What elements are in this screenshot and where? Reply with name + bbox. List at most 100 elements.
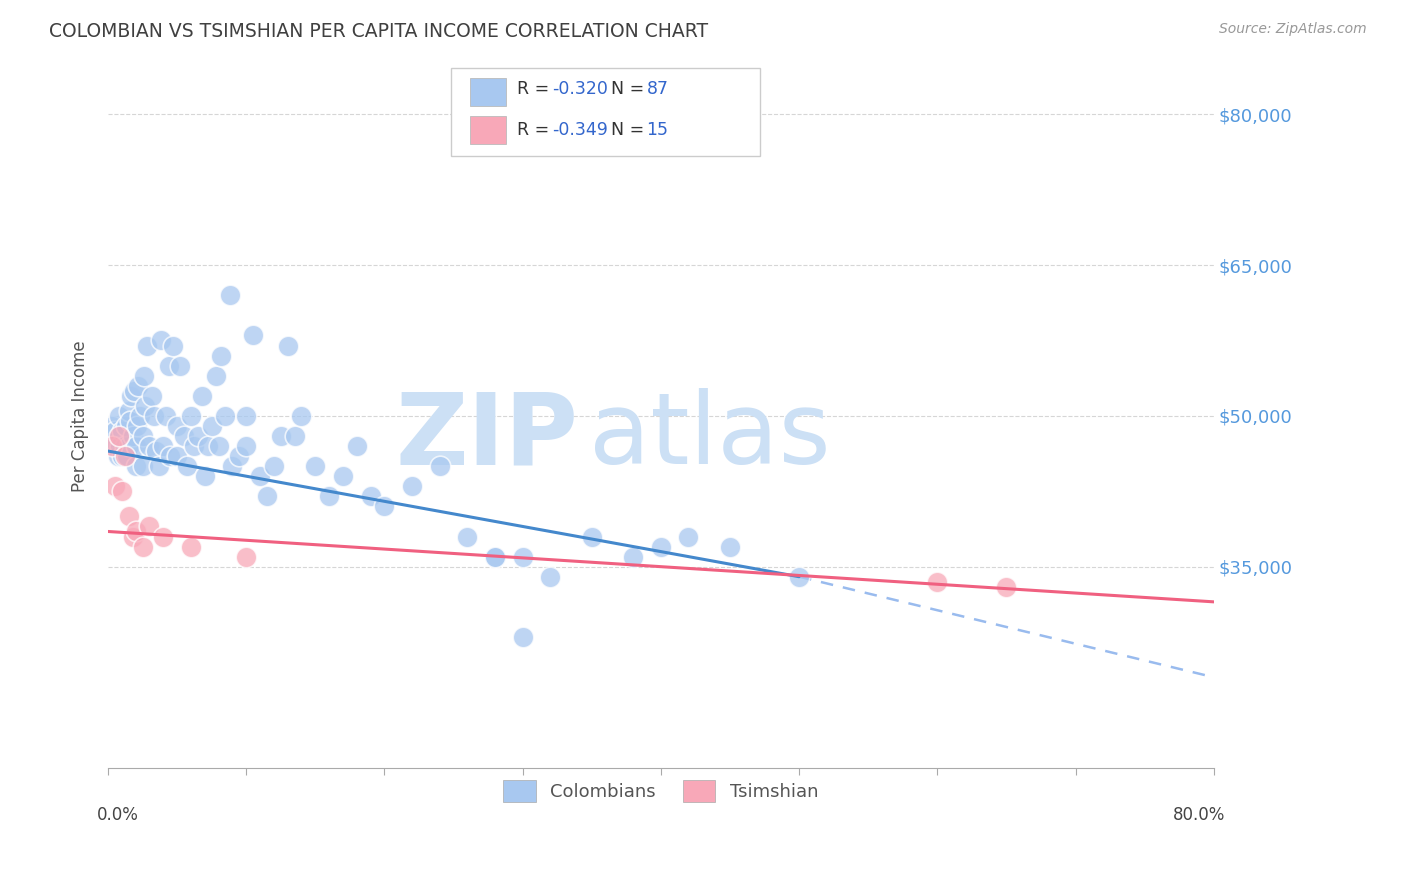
Point	[176, 459, 198, 474]
Text: -0.320: -0.320	[553, 80, 609, 98]
Point	[191, 389, 214, 403]
Point	[249, 469, 271, 483]
Point	[284, 429, 307, 443]
Point	[180, 540, 202, 554]
Point	[304, 459, 326, 474]
Point	[318, 489, 340, 503]
Point	[122, 429, 145, 443]
Point	[104, 424, 127, 438]
Point	[138, 439, 160, 453]
Point	[148, 459, 170, 474]
Point	[235, 409, 257, 423]
Bar	[470, 78, 506, 106]
Point	[277, 338, 299, 352]
Point	[155, 409, 177, 423]
Point	[120, 414, 142, 428]
Point	[111, 484, 134, 499]
Text: 80.0%: 80.0%	[1173, 806, 1225, 824]
Point	[401, 479, 423, 493]
Text: N =: N =	[612, 80, 650, 98]
Point	[197, 439, 219, 453]
Point	[108, 429, 131, 443]
Point	[484, 549, 506, 564]
Point	[127, 378, 149, 392]
Point	[581, 529, 603, 543]
Point	[332, 469, 354, 483]
Point	[124, 459, 146, 474]
Point	[124, 439, 146, 453]
Legend: Colombians, Tsimshian: Colombians, Tsimshian	[495, 772, 827, 812]
Point	[169, 359, 191, 373]
Point	[290, 409, 312, 423]
Point	[512, 630, 534, 644]
Point	[373, 500, 395, 514]
Bar	[470, 116, 506, 144]
Point	[138, 519, 160, 533]
Point	[118, 509, 141, 524]
Point	[142, 409, 165, 423]
Point	[145, 444, 167, 458]
Point	[152, 529, 174, 543]
Point	[173, 429, 195, 443]
Point	[159, 449, 181, 463]
Point	[131, 429, 153, 443]
Point	[121, 389, 143, 403]
Point	[221, 459, 243, 474]
Point	[194, 469, 217, 483]
Point	[157, 359, 180, 373]
Point	[512, 549, 534, 564]
Point	[927, 574, 949, 589]
Point	[256, 489, 278, 503]
Point	[122, 529, 145, 543]
Point	[346, 439, 368, 453]
Point	[125, 419, 148, 434]
Point	[218, 288, 240, 302]
Point	[621, 549, 644, 564]
Point	[131, 540, 153, 554]
Point	[111, 449, 134, 463]
Point	[235, 439, 257, 453]
Point	[235, 549, 257, 564]
Point	[718, 540, 741, 554]
Point	[166, 419, 188, 434]
Text: -0.349: -0.349	[553, 121, 609, 139]
Text: COLOMBIAN VS TSIMSHIAN PER CAPITA INCOME CORRELATION CHART: COLOMBIAN VS TSIMSHIAN PER CAPITA INCOME…	[49, 22, 709, 41]
Text: N =: N =	[612, 121, 650, 139]
Point	[456, 529, 478, 543]
Point	[134, 399, 156, 413]
Point	[201, 419, 224, 434]
Point	[228, 449, 250, 463]
Point	[180, 409, 202, 423]
Point	[429, 459, 451, 474]
Point	[183, 439, 205, 453]
Point	[101, 439, 124, 453]
Text: R =: R =	[517, 80, 555, 98]
Point	[131, 459, 153, 474]
Text: atlas: atlas	[589, 389, 831, 485]
Point	[242, 328, 264, 343]
Point	[124, 524, 146, 539]
FancyBboxPatch shape	[451, 68, 761, 155]
Point	[107, 449, 129, 463]
Point	[115, 419, 138, 434]
Point	[787, 570, 810, 584]
Text: Source: ZipAtlas.com: Source: ZipAtlas.com	[1219, 22, 1367, 37]
Text: ZIP: ZIP	[395, 389, 578, 485]
Point	[101, 419, 124, 434]
Point	[111, 424, 134, 438]
Text: 87: 87	[647, 80, 668, 98]
Text: 15: 15	[647, 121, 668, 139]
Text: R =: R =	[517, 121, 555, 139]
Text: 0.0%: 0.0%	[97, 806, 139, 824]
Point	[118, 439, 141, 453]
Point	[484, 549, 506, 564]
Point	[128, 409, 150, 423]
Point	[270, 429, 292, 443]
Point	[204, 368, 226, 383]
Point	[207, 439, 229, 453]
Point	[108, 409, 131, 423]
Point	[141, 389, 163, 403]
Point	[162, 338, 184, 352]
Point	[104, 434, 127, 448]
Point	[678, 529, 700, 543]
